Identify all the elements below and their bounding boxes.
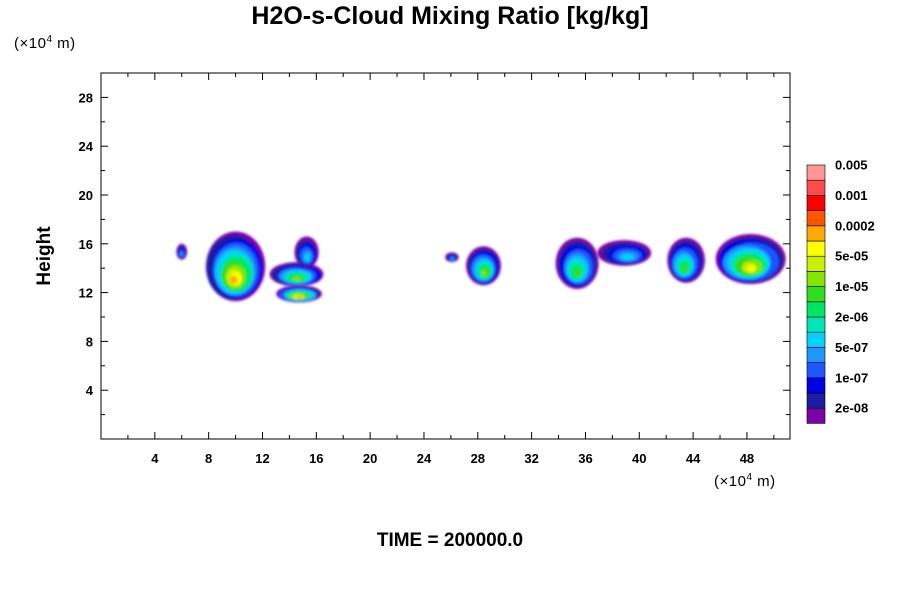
colorbar-swatch-2 xyxy=(806,377,826,394)
x-tick-label-4: 20 xyxy=(363,451,377,466)
cloud-7-level-8 xyxy=(574,268,582,277)
y-tick-label-6: 28 xyxy=(79,90,93,105)
cloud-6-level-9 xyxy=(481,270,487,276)
colorbar: 2e-08 1e-07 5e-07 2e-06 1e-05 5e-05 0.0002 0.00… xyxy=(806,158,875,424)
cloud-7 xyxy=(555,237,599,289)
colorbar-swatch-14 xyxy=(806,195,826,211)
y-tick-label-0: 4 xyxy=(86,383,94,398)
colorbar-swatch-13 xyxy=(806,210,826,227)
cloud-9-level-8 xyxy=(681,264,688,273)
cloud-6 xyxy=(466,246,502,286)
colorbar-swatch-6 xyxy=(806,316,826,333)
colorbar-label-3: 2e-06 xyxy=(835,310,868,325)
y-tick-label-5: 24 xyxy=(79,139,94,154)
colorbar-swatch-16 xyxy=(806,164,826,181)
y-tick-label-3: 16 xyxy=(79,237,93,252)
colorbar-label-6: 0.0002 xyxy=(835,218,875,233)
colorbar-swatch-8 xyxy=(806,286,826,303)
cloud-0 xyxy=(176,243,188,260)
x-tick-label-2: 12 xyxy=(255,451,269,466)
chart-title: H2O-s-Cloud Mixing Ratio [kg/kg] xyxy=(251,2,649,30)
colorbar-swatch-10 xyxy=(806,255,826,272)
x-tick-label-0: 4 xyxy=(151,451,159,466)
x-tick-label-1: 8 xyxy=(205,451,212,466)
y-tick-label-2: 12 xyxy=(79,286,93,301)
colorbar-swatch-11 xyxy=(806,240,826,257)
y-axis-unit: (×104 m) xyxy=(14,34,76,52)
colorbar-swatch-12 xyxy=(806,225,826,242)
cloud-4 xyxy=(294,236,319,269)
x-tick-label-3: 16 xyxy=(309,451,323,466)
colorbar-label-1: 1e-07 xyxy=(835,370,868,385)
colorbar-swatch-5 xyxy=(806,331,826,348)
cloud-4-level-5 xyxy=(303,253,310,262)
cloud-2 xyxy=(276,285,322,303)
colorbar-label-4: 1e-05 xyxy=(835,279,868,294)
time-label: TIME = 200000.0 xyxy=(376,530,524,551)
cloud-9 xyxy=(667,237,705,283)
colorbar-swatch-3 xyxy=(806,362,826,379)
y-tick-label-4: 20 xyxy=(79,188,93,203)
colorbar-swatch-7 xyxy=(806,301,826,318)
cloud-8-level-5 xyxy=(621,254,635,261)
x-tick-label-5: 24 xyxy=(417,451,432,466)
cloud-5-level-4 xyxy=(450,257,455,261)
cloud-1 xyxy=(205,231,266,302)
cloud-10 xyxy=(715,234,786,285)
x-tick-label-7: 32 xyxy=(524,451,538,466)
colorbar-label-2: 5e-07 xyxy=(835,340,868,355)
y-tick-label-1: 8 xyxy=(86,334,93,349)
colorbar-label-5: 5e-05 xyxy=(835,249,868,264)
x-tick-label-6: 28 xyxy=(471,451,485,466)
x-tick-label-10: 44 xyxy=(686,451,701,466)
cloud-10-level-11 xyxy=(747,265,757,272)
cloud-0-level-4 xyxy=(180,251,184,257)
cloud-5 xyxy=(445,252,459,263)
cloud-1-level-12 xyxy=(230,275,238,284)
colorbar-swatch-15 xyxy=(806,179,826,196)
cloud-8 xyxy=(597,240,652,266)
colorbar-label-8: 0.005 xyxy=(835,158,868,173)
colorbar-swatch-4 xyxy=(806,347,826,363)
cloud-2-level-12 xyxy=(296,295,303,299)
x-tick-label-11: 48 xyxy=(740,451,754,466)
cloud-3 xyxy=(269,262,324,287)
colorbar-swatch-0 xyxy=(806,407,826,424)
colorbar-label-0: 2e-08 xyxy=(835,401,868,416)
cloud-field xyxy=(176,231,786,303)
x-axis-unit: (×104 m) xyxy=(714,472,776,490)
colorbar-swatch-9 xyxy=(806,271,826,287)
x-tick-label-8: 36 xyxy=(578,451,592,466)
colorbar-swatch-1 xyxy=(806,392,826,409)
cloud-3-level-9 xyxy=(292,277,301,281)
y-axis-label: Height xyxy=(34,226,55,286)
x-tick-label-9: 40 xyxy=(632,451,646,466)
plot-frame xyxy=(100,72,791,440)
colorbar-label-7: 0.001 xyxy=(835,188,868,203)
